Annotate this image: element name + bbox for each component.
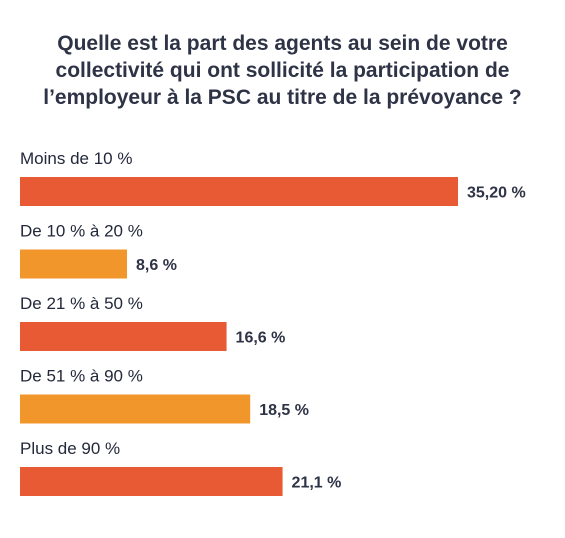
chart-title-line-1: Quelle est la part des agents au sein de… bbox=[57, 32, 508, 55]
category-label: Moins de 10 % bbox=[20, 149, 132, 168]
chart-title: Quelle est la part des agents au sein de… bbox=[0, 30, 565, 111]
chart-title-line-3: l’employeur à la PSC au titre de la prév… bbox=[43, 86, 522, 109]
value-label: 18,5 % bbox=[259, 402, 309, 419]
value-label: 16,6 % bbox=[236, 330, 286, 347]
category-label: De 10 % à 20 % bbox=[20, 222, 143, 241]
bar bbox=[20, 249, 128, 279]
category-label: De 21 % à 50 % bbox=[20, 294, 143, 313]
category-label: De 51 % à 90 % bbox=[20, 367, 143, 386]
value-label: 21,1 % bbox=[292, 475, 342, 492]
bar bbox=[20, 394, 251, 424]
chart-title-line-2: collectivité qui ont sollicité la partic… bbox=[55, 59, 510, 82]
value-label: 35,20 % bbox=[467, 185, 526, 202]
bar bbox=[20, 322, 227, 351]
bar bbox=[20, 467, 283, 496]
value-label: 8,6 % bbox=[136, 257, 177, 274]
bar bbox=[20, 177, 458, 206]
category-label: Plus de 90 % bbox=[20, 439, 120, 458]
